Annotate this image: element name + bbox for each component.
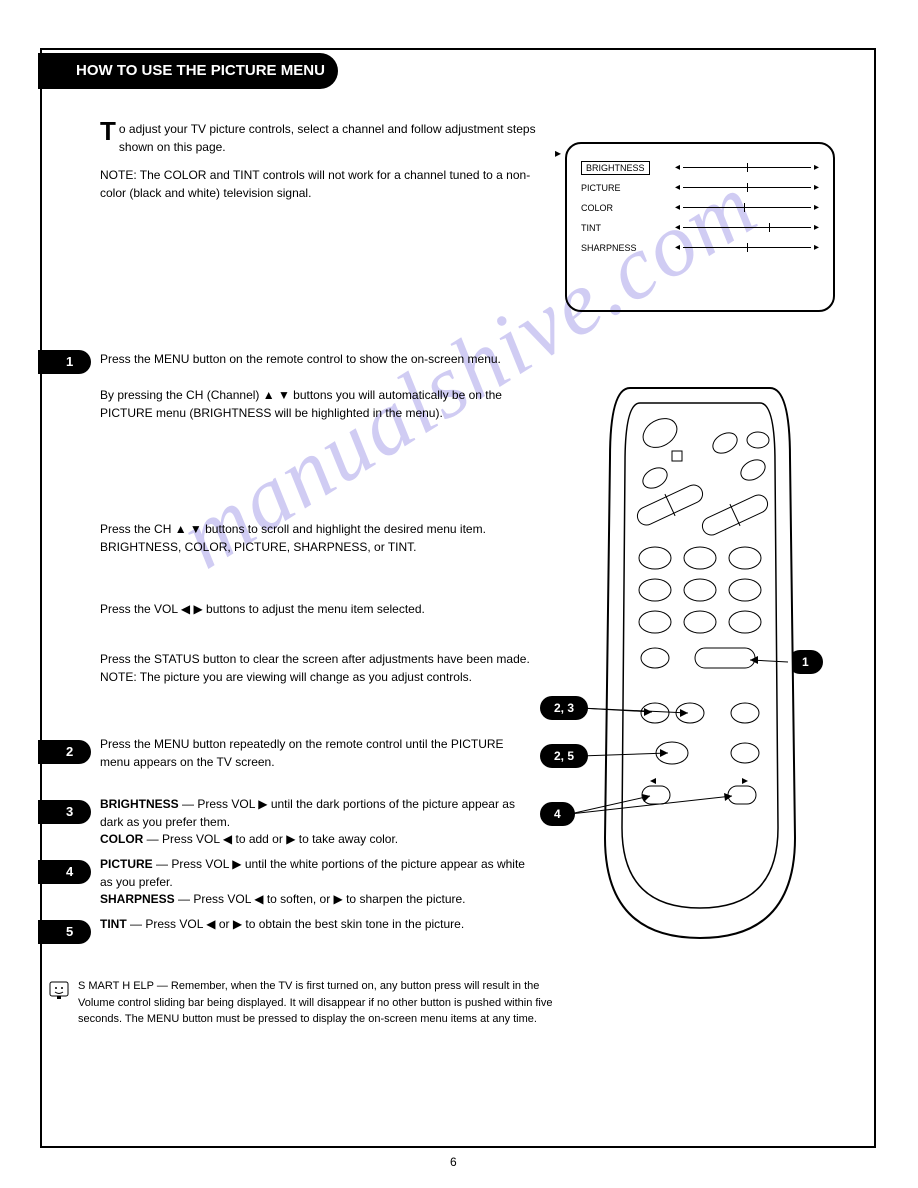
desc-picture: PICTURE — Press VOL ▶ until the white po… xyxy=(100,855,530,891)
remote-svg xyxy=(600,378,800,948)
step-3-text: Press the VOL ◀ ▶ buttons to adjust the … xyxy=(100,600,530,618)
desc-sharpness: SHARPNESS — Press VOL ◀ to soften, or ▶ … xyxy=(100,890,530,908)
osd-label: COLOR xyxy=(581,203,613,213)
osd-label: TINT xyxy=(581,223,601,233)
osd-row-color: COLOR ◂▸ xyxy=(581,198,819,218)
desc-brightness: BRIGHTNESS — Press VOL ▶ until the dark … xyxy=(100,795,530,831)
desc-label: COLOR xyxy=(100,832,143,846)
smart-help-icon xyxy=(48,980,70,1007)
desc-text: Press VOL ◀ or ▶ to obtain the best skin… xyxy=(145,917,464,931)
osd-panel: ▸BRIGHTNESS ◂▸ PICTURE ◂▸ COLOR ◂▸ TINT … xyxy=(565,142,835,312)
osd-row-picture: PICTURE ◂▸ xyxy=(581,178,819,198)
step-text-span: Press the MENU button on the remote cont… xyxy=(100,352,501,366)
step-4-badge: 4 xyxy=(38,860,91,884)
remote-callout-23: 2, 3 xyxy=(540,696,588,720)
page-title: HOW TO USE THE PICTURE MENU CONTROLS xyxy=(38,53,338,89)
page-number: 6 xyxy=(450,1155,457,1169)
remote-control-diagram xyxy=(600,378,800,948)
intro-note: NOTE: The COLOR and TINT controls will n… xyxy=(100,168,530,200)
step-text-span: NOTE: The picture you are viewing will c… xyxy=(100,670,472,684)
step-5-text: Press the MENU button repeatedly on the … xyxy=(100,735,530,771)
desc-label: SHARPNESS xyxy=(100,892,175,906)
smart-help-text: S MART H ELP — Remember, when the TV is … xyxy=(78,978,578,1028)
desc-tint: TINT — Press VOL ◀ or ▶ to obtain the be… xyxy=(100,915,530,933)
osd-label: BRIGHTNESS xyxy=(581,161,650,175)
desc-label: PICTURE xyxy=(100,857,153,871)
remote-callout-25: 2, 5 xyxy=(540,744,588,768)
osd-label: PICTURE xyxy=(581,183,621,193)
step-4-text: Press the STATUS button to clear the scr… xyxy=(100,650,530,686)
desc-color: COLOR — Press VOL ◀ to add or ▶ to take … xyxy=(100,830,530,848)
desc-label: TINT xyxy=(100,917,127,931)
desc-text: Press VOL ◀ to add or ▶ to take away col… xyxy=(162,832,398,846)
step-2-text: Press the CH ▲ ▼ buttons to scroll and h… xyxy=(100,520,530,556)
manual-page: manualshive.com HOW TO USE THE PICTURE M… xyxy=(0,0,918,1188)
desc-label: BRIGHTNESS xyxy=(100,797,179,811)
desc-text: Press VOL ▶ until the white portions of … xyxy=(100,857,525,889)
intro-text: T o adjust your TV picture controls, sel… xyxy=(100,120,550,202)
step-1-text: Press the MENU button on the remote cont… xyxy=(100,350,530,422)
osd-inner: ▸BRIGHTNESS ◂▸ PICTURE ◂▸ COLOR ◂▸ TINT … xyxy=(567,144,833,272)
osd-label: SHARPNESS xyxy=(581,243,637,253)
step-text-span: Press the STATUS button to clear the scr… xyxy=(100,652,530,666)
step-3-badge: 3 xyxy=(38,800,91,824)
remote-callout-4: 4 xyxy=(540,802,575,826)
drop-cap: T xyxy=(100,120,116,143)
step-1-badge: 1 xyxy=(38,350,91,374)
step-2-badge: 2 xyxy=(38,740,91,764)
osd-row-brightness: ▸BRIGHTNESS ◂▸ xyxy=(581,158,819,178)
step-5-badge: 5 xyxy=(38,920,91,944)
osd-slider: ◂▸ xyxy=(675,163,819,173)
desc-text: Press VOL ◀ to soften, or ▶ to sharpen t… xyxy=(193,892,465,906)
osd-row-tint: TINT ◂▸ xyxy=(581,218,819,238)
intro-body: o adjust your TV picture controls, selec… xyxy=(119,122,536,154)
osd-row-sharpness: SHARPNESS ◂▸ xyxy=(581,238,819,258)
step-text-span: By pressing the CH (Channel) ▲ ▼ buttons… xyxy=(100,388,502,420)
